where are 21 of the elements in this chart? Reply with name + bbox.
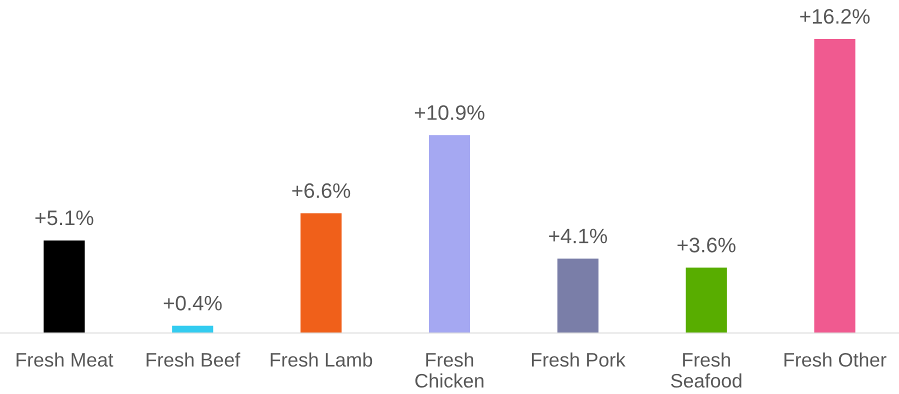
bar [686, 268, 727, 333]
data-label: +5.1% [35, 210, 94, 226]
x-tick-label: Fresh Seafood [671, 352, 742, 388]
x-tick-label: Fresh Meat [16, 352, 114, 367]
x-tick-label: Fresh Other [784, 352, 886, 367]
bar [300, 213, 342, 333]
bar [428, 135, 470, 333]
x-tick-label: Fresh Beef [146, 352, 240, 367]
data-label: +6.6% [292, 183, 350, 198]
bar [557, 258, 598, 333]
bar [44, 240, 85, 333]
data-label: +16.2% [800, 9, 870, 24]
data-label: +3.6% [678, 238, 736, 252]
x-tick-label: Fresh Lamb [270, 352, 372, 367]
data-label: +4.1% [549, 228, 608, 244]
x-tick-label: Fresh Pork [532, 352, 626, 367]
bar [172, 326, 214, 333]
bar [814, 39, 856, 333]
data-label: +10.9% [414, 105, 484, 120]
data-label: +0.4% [164, 296, 222, 311]
x-tick-label: Fresh Chicken [415, 352, 484, 388]
